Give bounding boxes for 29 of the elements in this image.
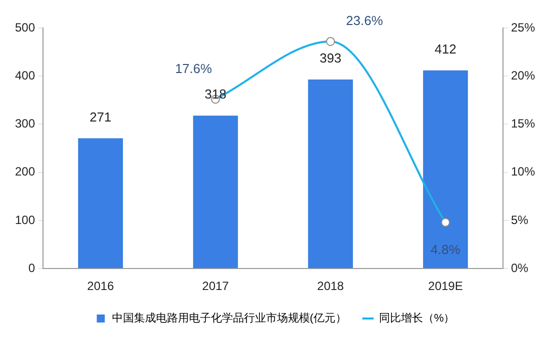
data-label: 23.6% [346,13,384,28]
x-tick-label: 2017 [202,279,230,294]
y2-tick-label: 5% [510,212,529,227]
y2-tick-label: 15% [510,116,536,131]
y2-tick-label: 10% [510,164,536,179]
x-tick-label: 2019E [428,279,463,294]
y-tick-label: 300 [14,116,36,131]
data-label: 393 [320,50,342,66]
legend-label: 同比增长（%） [378,312,455,325]
data-label: 17.6% [175,60,212,76]
y-tick-label: 0 [28,260,36,275]
y2-tick-label: 20% [510,68,536,82]
data-label: 4.8% [430,242,461,257]
bar [193,116,238,268]
y-tick-label: 100 [14,212,36,227]
y-tick-label: 500 [14,20,36,34]
data-label: 271 [90,109,112,124]
x-tick-label: 2016 [87,279,114,294]
y-tick-label: 200 [14,164,36,179]
x-tick-label: 2018 [317,279,344,294]
y-tick-label: 400 [14,68,36,82]
data-label: 412 [434,41,456,56]
bar [308,79,353,268]
legend-label: 中国集成电路用电子化学品行业市场规模(亿元） [112,312,346,325]
bar [78,138,123,268]
data-label: 318 [204,86,226,102]
y2-tick-label: 0% [510,260,529,275]
y2-tick-label: 25% [510,20,536,34]
bar [423,70,468,268]
